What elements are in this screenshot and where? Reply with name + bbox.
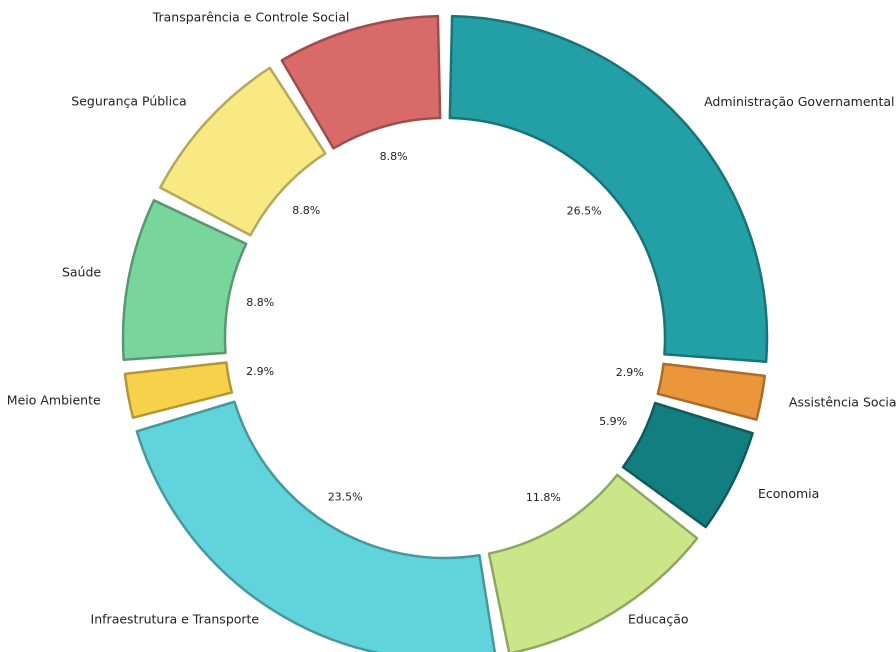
value-label: 2.9% bbox=[616, 366, 644, 379]
donut-segment bbox=[159, 66, 327, 237]
donut-segment bbox=[123, 361, 234, 419]
category-label: Educação bbox=[628, 612, 688, 627]
donut-segment bbox=[621, 401, 754, 529]
donut-segment bbox=[135, 400, 497, 652]
value-label: 2.9% bbox=[246, 365, 274, 378]
value-label: 8.8% bbox=[246, 296, 274, 309]
category-label: Infraestrutura e Transporte bbox=[91, 612, 260, 627]
category-label: Economia bbox=[758, 486, 819, 501]
donut-segment bbox=[448, 14, 769, 364]
value-label: 5.9% bbox=[599, 415, 627, 428]
value-label: 8.8% bbox=[292, 204, 320, 217]
category-label: Transparência e Controle Social bbox=[152, 10, 350, 25]
donut-segment bbox=[280, 14, 442, 150]
value-label: 8.8% bbox=[380, 150, 408, 163]
donut-segment bbox=[487, 473, 699, 652]
category-label: Meio Ambiente bbox=[7, 392, 101, 407]
category-label: Saúde bbox=[62, 264, 101, 279]
value-label: 26.5% bbox=[567, 205, 602, 218]
category-label: Administração Governamental bbox=[704, 94, 894, 109]
value-label: 23.5% bbox=[328, 490, 363, 503]
donut-segment bbox=[656, 362, 767, 421]
category-label: Segurança Pública bbox=[71, 93, 186, 108]
category-label: Assistência Social bbox=[789, 395, 896, 410]
value-label: 11.8% bbox=[526, 491, 561, 504]
donut-segment bbox=[121, 199, 248, 362]
